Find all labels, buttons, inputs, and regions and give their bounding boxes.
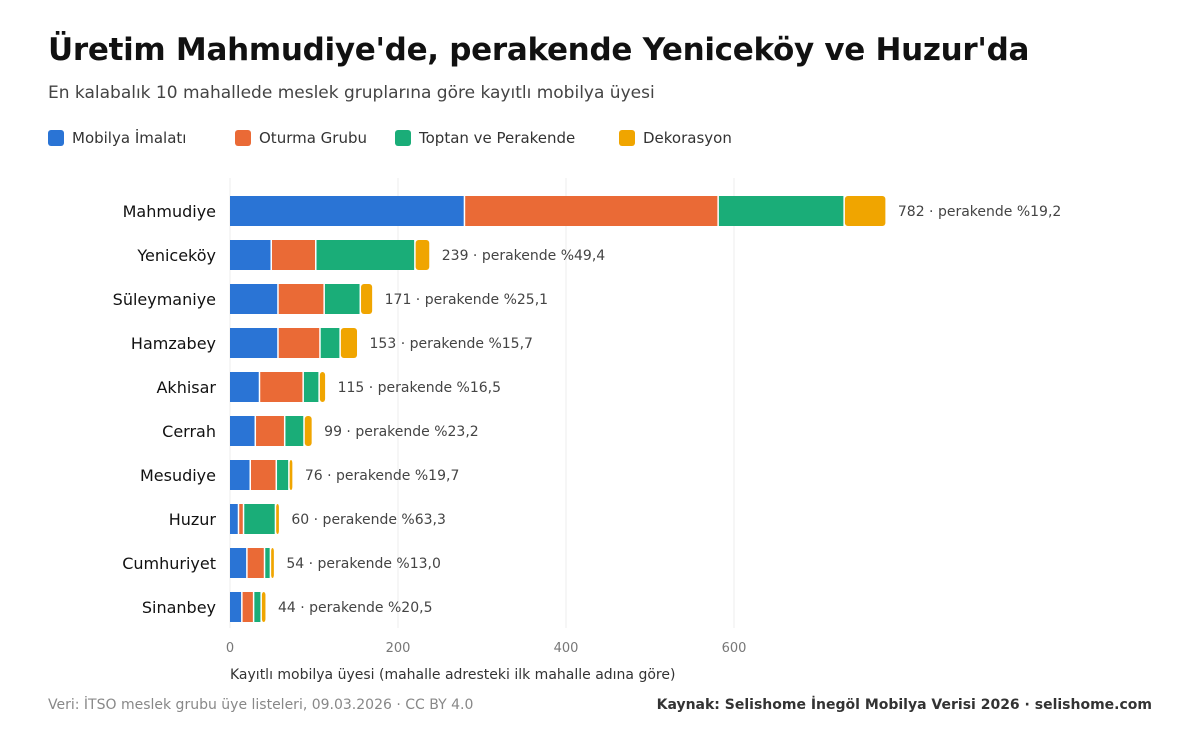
legend-swatch-oturma-grubu [235,130,251,146]
chart-subtitle: En kalabalık 10 mahallede meslek gruplar… [48,83,655,103]
bar-yenicek-y-series-2 [316,240,415,270]
legend-label-oturma-grubu: Oturma Grubu [259,129,367,147]
bar-yenicek-y-series-0 [230,240,271,270]
bar-mesudiye-series-1 [251,460,276,490]
bar-cumhuriyet-series-3 [271,548,274,578]
bar-cumhuriyet-series-0 [230,548,247,578]
value-label-cerrah: 99 · perakende %23,2 [324,424,479,440]
legend-label-toptan-perakende: Toptan ve Perakende [419,129,576,147]
legend-label-mobilya-imalati: Mobilya İmalatı [72,129,187,147]
bar-mahmudiye-series-2 [718,196,844,226]
value-label-mahmudiye: 782 · perakende %19,2 [898,204,1061,220]
chart-legend: Mobilya İmalatı Oturma Grubu Toptan ve P… [48,129,1148,149]
legend-swatch-dekorasyon [619,130,635,146]
bar-hamzabey-series-1 [278,328,320,358]
x-tick-label-600: 600 [722,641,747,656]
category-label-s-leymaniye: Süleymaniye [113,290,216,309]
chart-title: Üretim Mahmudiye'de, perakende Yeniceköy… [48,32,1030,68]
legend-label-dekorasyon: Dekorasyon [643,129,732,147]
bar-hamzabey-series-2 [320,328,340,358]
bar-huzur-series-0 [230,504,238,534]
bar-hamzabey-series-0 [230,328,278,358]
bar-yenicek-y-series-1 [272,240,316,270]
bar-cerrah-series-0 [230,416,255,446]
x-tick-label-200: 200 [386,641,411,656]
bar-sinanbey-series-1 [242,592,253,622]
value-label-huzur: 60 · perakende %63,3 [291,512,446,528]
bar-yenicek-y-series-3 [415,240,430,270]
bar-mesudiye-series-2 [277,460,289,490]
bar-huzur-series-1 [239,504,243,534]
bar-cerrah-series-2 [285,416,304,446]
bar-cumhuriyet-series-2 [265,548,270,578]
value-label-cumhuriyet: 54 · perakende %13,0 [286,556,441,572]
category-label-akhisar: Akhisar [156,378,216,397]
value-label-yenicek-y: 239 · perakende %49,4 [442,248,606,264]
bar-sinanbey-series-0 [230,592,242,622]
x-tick-label-400: 400 [554,641,579,656]
category-label-sinanbey: Sinanbey [142,598,216,617]
category-label-hamzabey: Hamzabey [131,334,216,353]
bar-mahmudiye-series-0 [230,196,464,226]
legend-item-oturma-grubu: Oturma Grubu [235,129,367,147]
x-axis-label: Kayıtlı mobilya üyesi (mahalle adresteki… [230,667,675,683]
bar-mahmudiye-series-3 [844,196,886,226]
bar-sinanbey-series-3 [261,592,266,622]
value-label-hamzabey: 153 · perakende %15,7 [370,336,533,352]
legend-item-dekorasyon: Dekorasyon [619,129,732,147]
bar-s-leymaniye-series-0 [230,284,278,314]
footer-source: Kaynak: Selishome İnegöl Mobilya Verisi … [656,697,1152,713]
bar-huzur-series-3 [276,504,279,534]
legend-swatch-toptan-perakende [395,130,411,146]
legend-item-toptan-perakende: Toptan ve Perakende [395,129,575,147]
bar-mesudiye-series-0 [230,460,250,490]
category-label-mahmudiye: Mahmudiye [123,202,216,221]
bar-akhisar-series-1 [260,372,303,402]
value-label-mesudiye: 76 · perakende %19,7 [305,468,460,484]
bar-s-leymaniye-series-3 [361,284,373,314]
value-label-s-leymaniye: 171 · perakende %25,1 [385,292,548,308]
bar-akhisar-series-0 [230,372,259,402]
bar-s-leymaniye-series-2 [324,284,360,314]
bar-mesudiye-series-3 [289,460,293,490]
legend-item-mobilya-imalati: Mobilya İmalatı [48,129,186,147]
footer-data-note: Veri: İTSO meslek grubu üye listeleri, 0… [48,697,474,713]
category-label-huzur: Huzur [169,510,217,529]
value-label-akhisar: 115 · perakende %16,5 [338,380,501,396]
category-label-cerrah: Cerrah [162,422,216,441]
bar-cerrah-series-3 [304,416,312,446]
legend-swatch-mobilya-imalati [48,130,64,146]
bar-cerrah-series-1 [256,416,284,446]
bar-s-leymaniye-series-1 [278,284,324,314]
x-tick-label-0: 0 [226,641,234,656]
bar-akhisar-series-2 [303,372,319,402]
bar-huzur-series-2 [244,504,275,534]
bar-cumhuriyet-series-1 [247,548,264,578]
bar-hamzabey-series-3 [340,328,358,358]
value-label-sinanbey: 44 · perakende %20,5 [278,600,433,616]
bar-sinanbey-series-2 [254,592,261,622]
category-label-mesudiye: Mesudiye [140,466,216,485]
bar-akhisar-series-3 [319,372,326,402]
category-label-cumhuriyet: Cumhuriyet [122,554,216,573]
bar-mahmudiye-series-1 [465,196,718,226]
category-label-yenicek-y: Yeniceköy [136,246,216,265]
